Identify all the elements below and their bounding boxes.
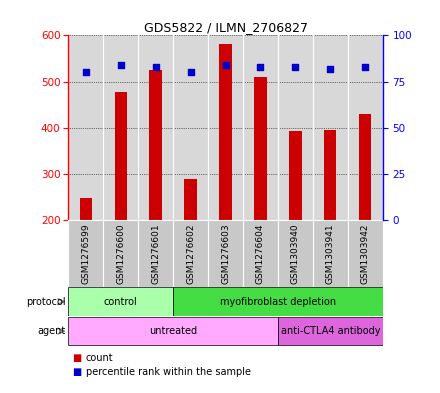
Text: percentile rank within the sample: percentile rank within the sample (86, 367, 251, 377)
Point (187, 69, 194, 75)
Text: count: count (86, 353, 114, 363)
Text: protocol: protocol (26, 297, 66, 307)
Text: anti-CTLA4 antibody: anti-CTLA4 antibody (281, 326, 380, 336)
Point (117, 62, 124, 68)
Text: ■: ■ (73, 353, 82, 363)
Bar (359, 114, 371, 220)
Bar (278, 317, 383, 345)
Text: GSM1276600: GSM1276600 (116, 223, 125, 284)
Text: GSM1303940: GSM1303940 (291, 223, 300, 284)
Point (327, 66, 334, 72)
Bar (150, 70, 162, 220)
Text: GSM1276599: GSM1276599 (81, 223, 90, 284)
Point (82, 69, 89, 75)
Bar (68, 287, 173, 316)
Text: agent: agent (38, 326, 66, 336)
Text: ■: ■ (73, 367, 82, 377)
Text: GSM1276601: GSM1276601 (151, 223, 160, 284)
Point (362, 64, 369, 70)
Point (222, 62, 229, 68)
Text: GSM1303942: GSM1303942 (361, 223, 370, 284)
Text: myofibroblast depletion: myofibroblast depletion (220, 297, 336, 307)
Text: control: control (104, 297, 138, 307)
Text: untreated: untreated (149, 326, 197, 336)
Point (152, 64, 159, 70)
Bar (173, 287, 383, 316)
Text: GSM1276603: GSM1276603 (221, 223, 230, 284)
Bar (184, 179, 197, 220)
Bar (80, 198, 92, 220)
Point (292, 64, 299, 70)
Bar (324, 130, 337, 220)
Bar (68, 317, 278, 345)
Point (257, 64, 264, 70)
Text: GSM1303941: GSM1303941 (326, 223, 335, 284)
Title: GDS5822 / ILMN_2706827: GDS5822 / ILMN_2706827 (143, 21, 308, 34)
Bar (114, 92, 127, 220)
Text: GSM1276604: GSM1276604 (256, 223, 265, 284)
Bar (220, 44, 231, 220)
Text: GSM1276602: GSM1276602 (186, 223, 195, 284)
Bar (254, 77, 267, 220)
Bar (289, 131, 301, 220)
